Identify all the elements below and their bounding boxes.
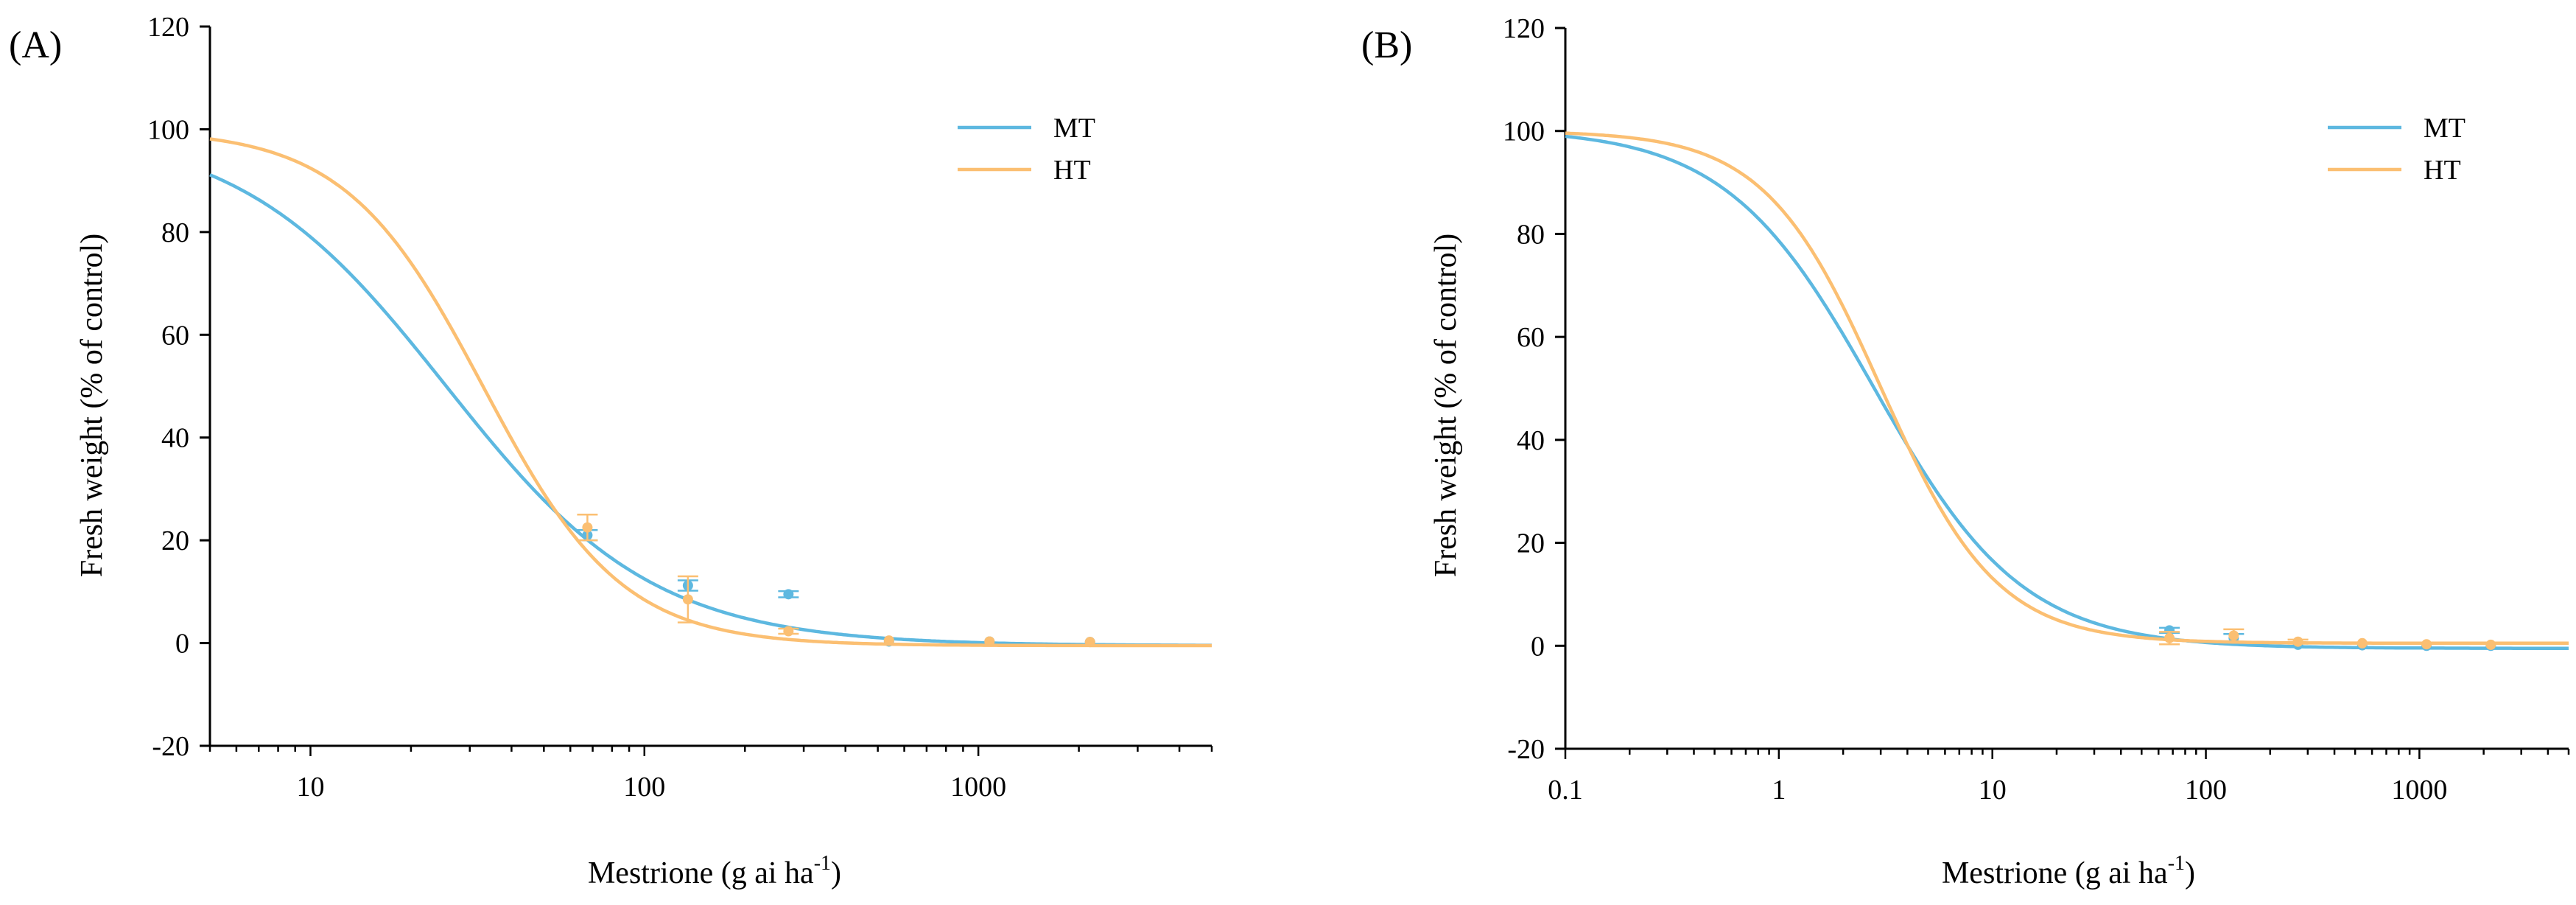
x-tick-label: 1000 — [950, 772, 1006, 803]
panel-a-x-axis-title: Mestrione (g ai ha-1) — [588, 852, 841, 890]
series-line-ht — [1565, 131, 2569, 646]
y-tick-label: 80 — [1517, 219, 1545, 250]
series-line-ht — [209, 137, 1212, 648]
panel-a-x-axis-title-close: ) — [831, 856, 841, 890]
panel-a-legend: MT HT — [958, 113, 1095, 186]
panel-a-x-axis-title-main: Mestrione (g ai ha — [588, 856, 814, 890]
x-tick-label: 10 — [1979, 775, 2007, 806]
data-point-ht — [2421, 639, 2432, 650]
data-point-ht — [2292, 636, 2303, 647]
data-point-ht — [883, 635, 894, 646]
y-tick-label: 20 — [161, 525, 189, 556]
panel-b-legend: MT HT — [2328, 113, 2466, 186]
data-point-ht — [582, 522, 593, 533]
x-tick-label: 1000 — [2391, 775, 2447, 806]
data-point-ht — [2228, 630, 2239, 641]
data-point-mt — [783, 589, 794, 600]
panel-a-series — [209, 137, 1212, 648]
series-line-mt — [209, 173, 1212, 647]
legend-label-mt: MT — [2424, 113, 2466, 144]
panel-label-b: (B) — [1361, 24, 1412, 66]
y-tick-label: 0 — [175, 629, 189, 660]
y-tick-label: 40 — [1517, 425, 1545, 456]
data-point-ht — [1084, 637, 1095, 648]
chart-panel-b: (B) -20 0 20 40 60 80 100 120 0.1 1 10 100 1000 MT HT… — [1361, 13, 2570, 890]
data-point-ht — [984, 636, 995, 647]
data-point-ht — [2485, 639, 2496, 650]
x-tick-label: 0.1 — [1548, 775, 1583, 806]
data-point-ht — [783, 626, 794, 637]
y-tick-label: 100 — [1503, 116, 1545, 147]
y-tick-label: 40 — [161, 423, 189, 454]
y-tick-label: 60 — [1517, 322, 1545, 353]
y-tick-label: 120 — [1503, 13, 1545, 44]
y-tick-label: 100 — [147, 114, 189, 145]
series-line-mt — [1565, 134, 2569, 650]
y-tick-label: 120 — [147, 12, 189, 43]
y-tick-label: 60 — [161, 320, 189, 351]
panel-b-x-axis-title-sup: -1 — [2168, 852, 2185, 875]
data-point-ht — [2356, 637, 2368, 649]
panel-b-x-axis-title-main: Mestrione (g ai ha — [1942, 856, 2168, 890]
data-point-mt — [2164, 625, 2175, 636]
panel-b-axes: -20 0 20 40 60 80 100 120 0.1 1 10 100 1000 — [1503, 13, 2570, 806]
panel-b-x-axis-title: Mestrione (g ai ha-1) — [1942, 852, 2195, 890]
chart-panel-a: (A) -20 0 20 40 60 80 100 120 10 100 1000 MT HT Fre… — [9, 12, 1213, 890]
y-tick-label: 0 — [1531, 631, 1545, 662]
panel-a-x-axis-title-sup: -1 — [814, 852, 831, 875]
x-tick-label: 100 — [623, 772, 665, 803]
panel-a-y-axis-title: Fresh weight (% of control) — [75, 234, 109, 578]
panel-label-a: (A) — [9, 24, 62, 66]
panel-b-x-axis-title-close: ) — [2185, 856, 2195, 890]
legend-label-ht: HT — [1053, 155, 1091, 186]
y-tick-label: -20 — [1507, 734, 1545, 765]
panel-b-y-axis-title: Fresh weight (% of control) — [1429, 234, 1463, 578]
data-point-ht — [682, 594, 693, 605]
x-tick-label: 100 — [2185, 775, 2227, 806]
panel-b-series — [1565, 131, 2569, 651]
data-point-ht — [2164, 632, 2175, 643]
y-tick-label: 20 — [1517, 528, 1545, 559]
y-tick-label: -20 — [152, 731, 189, 762]
panel-a-axes: -20 0 20 40 60 80 100 120 10 100 1000 — [147, 12, 1213, 803]
x-tick-label: 1 — [1772, 775, 1786, 806]
legend-label-ht: HT — [2424, 155, 2461, 186]
legend-label-mt: MT — [1053, 113, 1095, 144]
x-tick-label: 10 — [296, 772, 324, 803]
y-tick-label: 80 — [161, 217, 189, 248]
